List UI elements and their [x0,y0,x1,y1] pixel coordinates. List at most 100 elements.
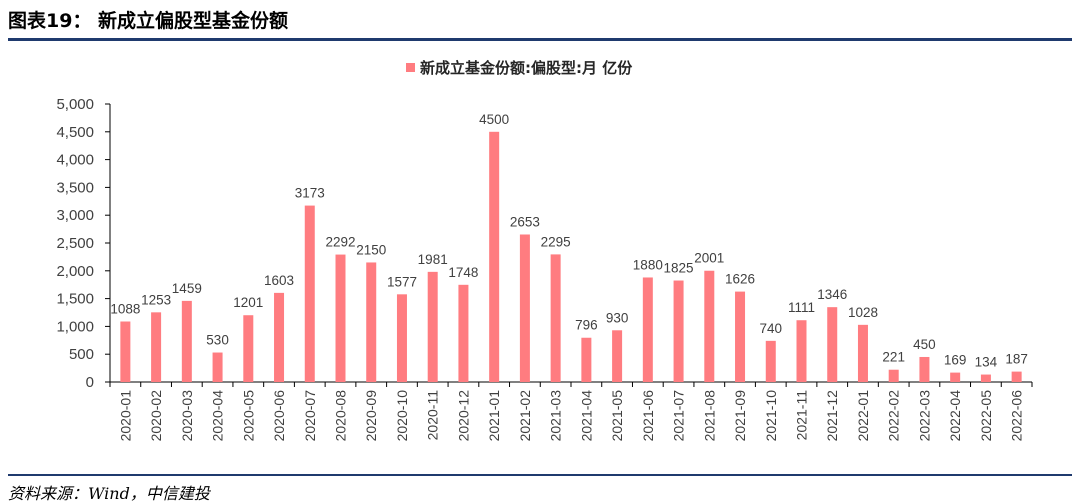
x-tick-label: 2021-10 [763,390,779,442]
bar [396,294,407,382]
data-label: 1880 [633,257,663,272]
x-tick-label: 2022-06 [1009,390,1025,442]
x-tick-label: 2020-04 [210,390,226,442]
y-tick-label: 1,500 [56,291,94,308]
y-tick-label: 3,000 [56,207,94,224]
bar [181,300,192,382]
legend-swatch [406,63,415,72]
x-tick-label: 2021-07 [671,390,687,442]
bar [550,254,561,382]
x-tick-label: 2022-02 [886,390,902,442]
x-tick-label: 2021-02 [517,390,533,442]
data-label: 450 [913,337,936,352]
x-tick-label: 2021-03 [548,390,564,442]
x-tick-label: 2021-09 [732,390,748,442]
bar-chart: 新成立基金份额:偏股型:月 亿份 0 500 1,000 1,500 2,000 2,50… [56,59,1033,442]
x-tick-label: 2021-11 [794,390,810,441]
bar [243,315,254,382]
bar [120,321,131,382]
x-tick-label: 2020-02 [148,390,164,442]
y-tick-label: 3,500 [56,179,94,196]
y-tick-label: 4,500 [56,124,94,141]
bar [151,312,162,382]
bar [704,270,715,382]
bar [427,271,438,382]
data-label: 1253 [141,292,171,307]
x-tick-label: 2022-05 [978,390,994,442]
bar [1011,371,1022,382]
data-label: 740 [760,321,783,336]
data-label: 1577 [387,274,417,289]
x-tick-label: 2020-11 [425,390,441,441]
data-label: 2001 [694,251,724,266]
data-labels: 1088125314595301201160331732292215015771… [110,112,1028,370]
x-tick-label: 2021-12 [824,390,840,442]
data-label: 3173 [295,186,325,201]
data-label: 2292 [325,235,355,250]
data-label: 2150 [356,242,386,257]
bar [888,369,899,382]
data-label: 1028 [848,305,878,320]
bar [335,254,346,382]
x-tick-label: 2020-10 [394,390,410,442]
bar [612,330,623,382]
bar [581,337,592,382]
x-axis: 2020-01 2020-02 2020-03 2020-04 2020-05 2020-… [109,381,1033,442]
bar [735,291,746,382]
y-tick-label: 500 [69,346,94,363]
data-label: 221 [882,350,905,365]
bar [489,131,500,382]
data-label: 930 [606,310,629,325]
x-tick-label: 2022-01 [855,390,871,442]
data-label: 530 [206,333,229,348]
bar [212,352,223,382]
x-tick-label: 2020-01 [117,390,133,442]
bar [919,356,930,382]
data-label: 2295 [541,234,571,249]
data-label: 134 [975,355,998,370]
bar [857,324,868,382]
x-tick-label: 2020-06 [271,390,287,442]
bar [796,320,807,382]
bar [673,280,684,382]
x-tick-label: 2021-01 [486,390,502,442]
x-tick-label: 2022-04 [947,390,963,442]
bar [980,374,991,382]
footer-rule [8,474,1072,476]
y-tick-label: 0 [86,374,94,391]
bar [642,277,653,382]
bar [366,262,377,382]
y-axis: 0 500 1,000 1,500 2,000 2,500 3,000 3,500 4,000 4… [56,96,111,391]
x-tick-label: 2021-08 [701,390,717,442]
x-tick-label: 2021-04 [578,390,594,442]
data-label: 2653 [510,214,540,229]
figure-title: 图表19： 新成立偏股型基金份额 [8,10,289,32]
legend-label: 新成立基金份额:偏股型:月 亿份 [420,59,633,77]
data-label: 1459 [172,281,202,296]
data-label: 1201 [233,295,263,310]
source-note: 资料来源：Wind，中信建投 [8,484,210,503]
bar-series [120,131,1022,382]
x-tick-label: 2020-03 [179,390,195,442]
title-rule [8,38,1072,41]
x-tick-label: 2020-07 [302,390,318,442]
bar [519,234,530,382]
data-label: 1825 [664,261,694,276]
data-label: 187 [1005,352,1028,367]
x-tick-label: 2020-12 [455,390,471,442]
bar [458,284,469,382]
data-label: 1981 [418,252,448,267]
bar [304,205,315,382]
bar [950,372,961,382]
x-tick-label: 2020-09 [363,390,379,442]
data-label: 1088 [110,302,140,317]
y-tick-label: 2,000 [56,263,94,280]
x-tick-label: 2021-06 [640,390,656,442]
x-tick-label: 2022-03 [916,390,932,442]
data-label: 1603 [264,273,294,288]
bar [274,292,285,382]
data-label: 1346 [817,287,847,302]
bar [765,340,776,382]
x-tick-label: 2020-05 [240,390,256,442]
